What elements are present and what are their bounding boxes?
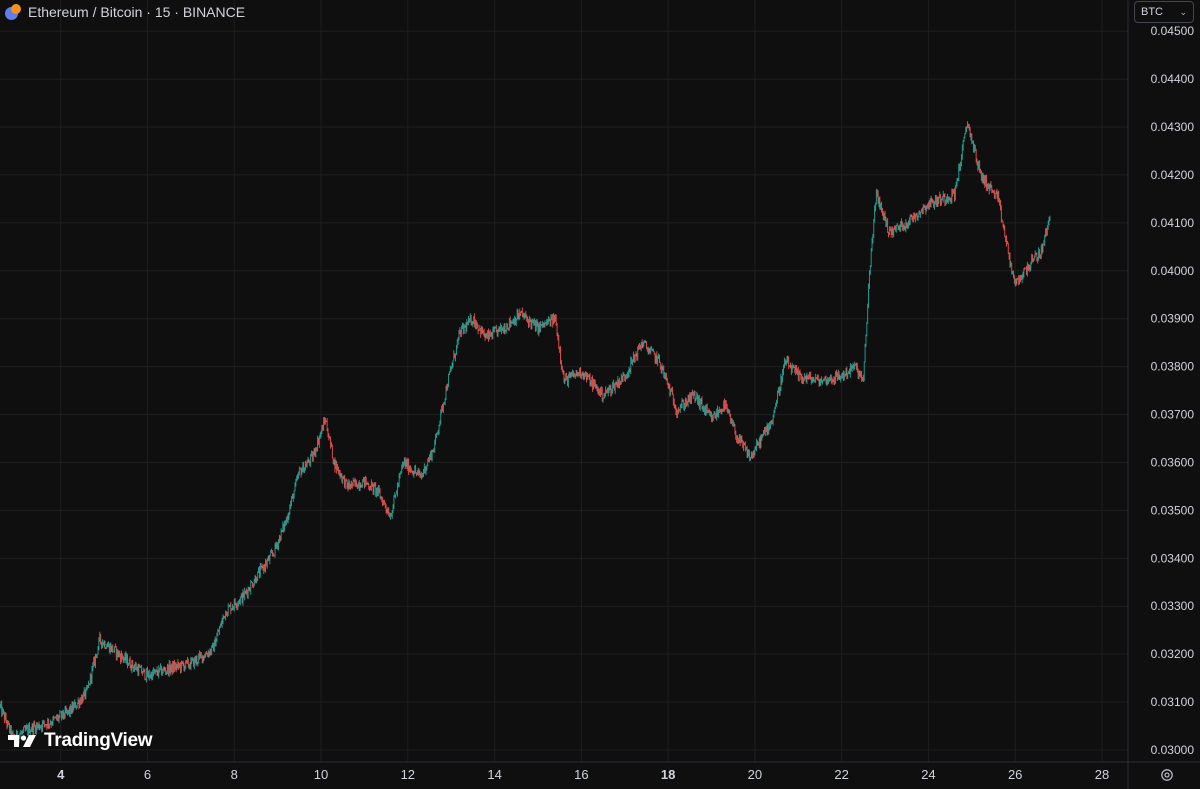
time-tick-label: 20 bbox=[748, 767, 762, 782]
price-tick-label: 0.04400 bbox=[1151, 72, 1195, 86]
time-tick-label: 28 bbox=[1095, 767, 1109, 782]
price-tick-label: 0.03900 bbox=[1151, 312, 1195, 326]
gear-icon bbox=[1161, 769, 1173, 781]
price-tick-label: 0.04300 bbox=[1151, 120, 1195, 134]
time-tick-label: 18 bbox=[661, 767, 675, 782]
price-tick-label: 0.03300 bbox=[1151, 599, 1195, 613]
price-tick-label: 0.03800 bbox=[1151, 360, 1195, 374]
chart-legend-header: Ethereum / Bitcoin · 15 · BINANCE bbox=[4, 2, 245, 22]
price-tick-label: 0.03200 bbox=[1151, 647, 1195, 661]
tradingview-watermark: TradingView bbox=[8, 730, 153, 752]
btc-logo-icon bbox=[11, 4, 21, 14]
symbol-title: Ethereum / Bitcoin · 15 · BINANCE bbox=[28, 4, 246, 20]
time-tick-label: 6 bbox=[144, 767, 151, 782]
time-tick-label: 8 bbox=[231, 767, 238, 782]
currency-select[interactable]: BTC ⌄ bbox=[1134, 1, 1194, 23]
price-tick-label: 0.03400 bbox=[1151, 551, 1195, 565]
time-tick-label: 26 bbox=[1008, 767, 1022, 782]
watermark-text: TradingView bbox=[44, 730, 153, 751]
time-tick-label: 12 bbox=[401, 767, 415, 782]
price-tick-label: 0.04200 bbox=[1151, 168, 1195, 182]
price-tick-label: 0.03500 bbox=[1151, 503, 1195, 517]
time-tick-label: 16 bbox=[574, 767, 588, 782]
currency-select-value: BTC bbox=[1141, 6, 1163, 18]
chevron-down-icon: ⌄ bbox=[1179, 6, 1187, 17]
time-tick-label: 4 bbox=[57, 767, 65, 782]
time-tick-label: 10 bbox=[314, 767, 328, 782]
time-tick-label: 14 bbox=[487, 767, 501, 782]
time-tick-label: 24 bbox=[921, 767, 935, 782]
price-tick-label: 0.03700 bbox=[1151, 408, 1195, 422]
price-tick-label: 0.03000 bbox=[1151, 743, 1195, 757]
price-tick-label: 0.03600 bbox=[1151, 455, 1195, 469]
time-axis: 4 6 8 10 12 14 16 18 20 22 24 26 28 bbox=[57, 767, 1109, 782]
price-axis: 0.04500 0.04400 0.04300 0.04200 0.04100 0.040… bbox=[1151, 24, 1195, 757]
price-tick-label: 0.03100 bbox=[1151, 695, 1195, 709]
candle-series bbox=[0, 121, 1051, 744]
chart-settings-button[interactable] bbox=[1158, 766, 1176, 784]
price-tick-label: 0.04000 bbox=[1151, 264, 1195, 278]
tradingview-logo-icon bbox=[8, 735, 36, 747]
price-tick-label: 0.04100 bbox=[1151, 216, 1195, 230]
time-tick-label: 22 bbox=[834, 767, 848, 782]
eth-btc-pair-icon bbox=[4, 4, 22, 21]
price-tick-label: 0.04500 bbox=[1151, 24, 1195, 38]
